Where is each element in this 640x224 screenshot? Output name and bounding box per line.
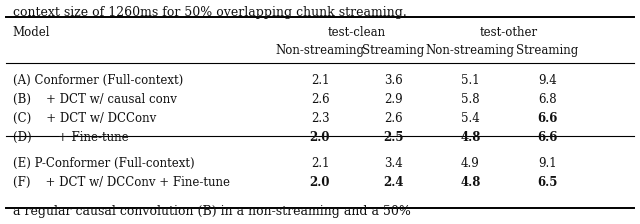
Text: 2.1: 2.1 [311,157,329,170]
Text: Streaming: Streaming [516,44,579,57]
Text: Non-streaming: Non-streaming [275,44,365,57]
Text: (F)    + DCT w/ DCConv + Fine-tune: (F) + DCT w/ DCConv + Fine-tune [13,176,230,189]
Text: 2.4: 2.4 [383,176,404,189]
Text: test-other: test-other [480,26,538,39]
Text: 6.6: 6.6 [537,112,557,125]
Text: 6.6: 6.6 [537,131,557,144]
Text: (D)       + Fine-tune: (D) + Fine-tune [13,131,129,144]
Text: 5.4: 5.4 [461,112,480,125]
Text: 2.1: 2.1 [311,74,329,87]
Text: 9.4: 9.4 [538,74,557,87]
Text: 2.3: 2.3 [310,112,330,125]
Text: test-clean: test-clean [328,26,386,39]
Text: 2.5: 2.5 [383,131,404,144]
Text: 4.8: 4.8 [460,131,481,144]
Text: Streaming: Streaming [362,44,425,57]
Text: Model: Model [13,26,51,39]
Text: 5.1: 5.1 [461,74,480,87]
Text: 2.0: 2.0 [310,131,330,144]
Text: 5.8: 5.8 [461,93,480,106]
Text: 2.6: 2.6 [384,112,403,125]
Text: 4.9: 4.9 [461,157,480,170]
Text: (E) P-Conformer (Full-context): (E) P-Conformer (Full-context) [13,157,195,170]
Text: 3.6: 3.6 [384,74,403,87]
Text: 9.1: 9.1 [538,157,557,170]
Text: 2.0: 2.0 [310,176,330,189]
Text: 6.8: 6.8 [538,93,557,106]
Text: 2.6: 2.6 [310,93,330,106]
Text: context size of 1260ms for 50% overlapping chunk streaming.: context size of 1260ms for 50% overlappi… [13,6,406,19]
Text: 3.4: 3.4 [384,157,403,170]
Text: 6.5: 6.5 [537,176,557,189]
Text: 2.9: 2.9 [384,93,403,106]
Text: Non-streaming: Non-streaming [426,44,515,57]
Text: (B)    + DCT w/ causal conv: (B) + DCT w/ causal conv [13,93,177,106]
Text: (A) Conformer (Full-context): (A) Conformer (Full-context) [13,74,183,87]
Text: 4.8: 4.8 [460,176,481,189]
Text: a regular causal convolution (B) in a non-streaming and a 50%: a regular causal convolution (B) in a no… [13,205,411,218]
Text: (C)    + DCT w/ DCConv: (C) + DCT w/ DCConv [13,112,156,125]
